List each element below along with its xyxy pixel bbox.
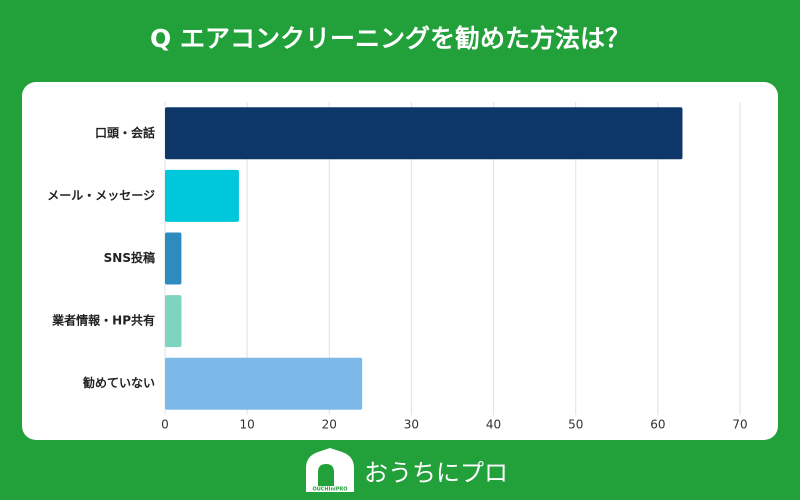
x-tick-label: 40 [486,418,501,432]
x-tick-label: 10 [240,418,255,432]
logo-door [318,464,334,486]
x-tick-label: 60 [650,418,665,432]
logo: OUCHIniPRO おうちにプロ [306,448,508,493]
logo-text: おうちにプロ [364,459,508,487]
x-tick-label: 20 [322,418,337,432]
y-tick-label: 業者情報・HP共有 [51,313,155,328]
bar [165,232,182,285]
bar [165,169,239,222]
y-tick-label: SNS投稿 [104,250,155,265]
bar [165,357,363,410]
bar [165,295,182,348]
x-tick-label: 50 [568,418,583,432]
x-tick-label: 70 [732,418,747,432]
x-tick-label: 30 [404,418,419,432]
y-tick-label: 口頭・会話 [95,125,155,140]
chart-title: Q エアコンクリーニングを勧めた方法は？ [150,24,630,53]
x-tick-label: 0 [161,418,169,432]
logo-mark: OUCHIniPRO [312,487,347,493]
bar [165,107,683,160]
y-tick-label: 勧めていない [83,375,155,390]
y-tick-label: メール・メッセージ [47,188,155,202]
